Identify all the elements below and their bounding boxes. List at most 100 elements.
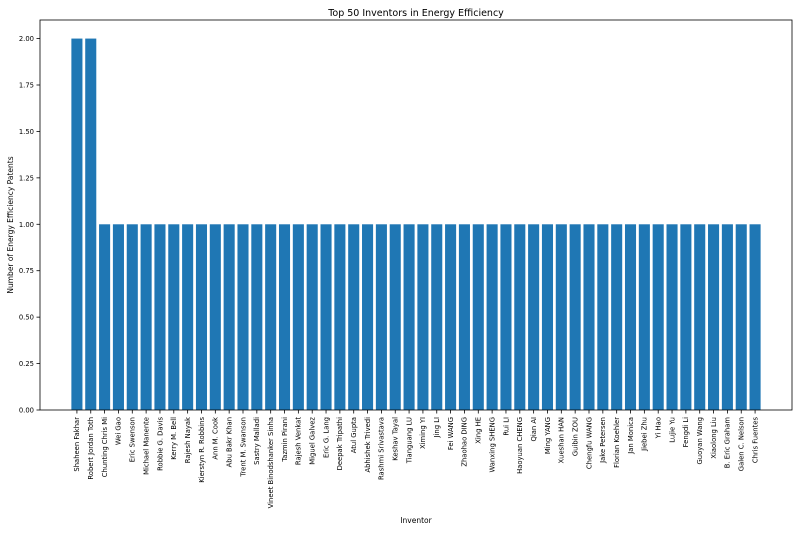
bar [736, 224, 747, 410]
x-tick-label: Jan Monica [627, 417, 635, 455]
bar [431, 224, 442, 410]
bar [722, 224, 733, 410]
y-tick-label: 0.50 [19, 314, 34, 322]
x-tick-label: Ming YANG [544, 417, 552, 454]
y-axis-label: Number of Energy Efficiency Patents [6, 156, 15, 293]
bar [708, 224, 719, 410]
x-tick-label: Rajesh Venkat [295, 417, 303, 465]
x-tick-label: Wei Gao [115, 417, 123, 445]
x-tick-label: Kerry M. Bell [170, 417, 178, 460]
x-tick-label: B. Eric Graham [724, 417, 732, 469]
bar [611, 224, 622, 410]
bar [224, 224, 235, 410]
bar [71, 39, 82, 410]
x-tick-label: Rui LI [502, 417, 510, 436]
bar [653, 224, 664, 410]
bar [404, 224, 415, 410]
y-tick-label: 0.00 [19, 407, 34, 415]
x-tick-label: Shaheen Fakhar [73, 417, 81, 472]
x-tick-label: Miguel Galvez [309, 417, 317, 465]
bar [127, 224, 138, 410]
bar [85, 39, 96, 410]
bars-group [71, 39, 760, 410]
x-tick-label: Xing HE [475, 417, 483, 444]
x-tick-label: Vineet Binodshanker Sinha [267, 417, 275, 508]
x-tick-label: Fengdi Li [682, 417, 690, 447]
bar [459, 224, 470, 410]
bar [680, 224, 691, 410]
chart-title: Top 50 Inventors in Energy Efficiency [327, 8, 504, 19]
bar [583, 224, 594, 410]
bar [293, 224, 304, 410]
y-axis: 0.000.250.500.751.001.251.501.752.00 [19, 35, 40, 414]
x-tick-label: Xiaolong Liu [710, 417, 718, 459]
x-tick-label: Wanxing SHENG [488, 417, 496, 473]
x-tick-label: Robert Jordan Toth [87, 417, 95, 480]
bar [390, 224, 401, 410]
bar [251, 224, 262, 410]
bar [597, 224, 608, 410]
x-tick-label: Zhaohao DING [461, 417, 469, 467]
x-tick-label: Kierstyn R. Robbins [198, 417, 206, 483]
bar [196, 224, 207, 410]
y-tick-label: 1.25 [19, 174, 34, 182]
bar [307, 224, 318, 410]
x-tick-label: Tazmin Pirani [281, 417, 289, 463]
bar [99, 224, 110, 410]
x-tick-label: Eric G. Lang [322, 417, 330, 458]
bar [694, 224, 705, 410]
bar [417, 224, 428, 410]
bar [154, 224, 165, 410]
x-tick-label: Rashmi Srivastava [378, 417, 386, 480]
x-tick-label: Tianguang LU [405, 417, 413, 464]
y-tick-label: 2.00 [19, 35, 34, 43]
x-tick-label: Fei WANG [447, 417, 455, 450]
x-tick-label: Michael Manente [142, 417, 150, 475]
x-tick-label: Trent M. Swanson [239, 417, 247, 478]
bar [542, 224, 553, 410]
bar [445, 224, 456, 410]
x-tick-label: Haoyuan CHENG [516, 417, 524, 474]
bar [639, 224, 650, 410]
x-tick-label: Lujie Yu [668, 417, 676, 443]
x-tick-label: Chunting Chris Mi [101, 417, 109, 477]
bar [500, 224, 511, 410]
bar [113, 224, 124, 410]
y-tick-label: 0.25 [19, 360, 34, 368]
x-tick-label: Rajesh Nayak [184, 417, 192, 463]
bar [376, 224, 387, 410]
y-tick-label: 1.50 [19, 128, 34, 136]
x-tick-label: Deepak Tripathi [336, 417, 344, 470]
bar [528, 224, 539, 410]
x-tick-label: Qian AI [530, 417, 538, 442]
x-tick-label: Chengfu WANG [585, 417, 593, 469]
bar [334, 224, 345, 410]
x-tick-label: Abhishek Trivedi [364, 417, 372, 473]
bar [473, 224, 484, 410]
x-tick-label: Chris Fuentes [751, 417, 759, 464]
y-tick-label: 1.75 [19, 82, 34, 90]
x-tick-label: Eric Swenson [129, 417, 137, 462]
bar [514, 224, 525, 410]
bar [279, 224, 290, 410]
bar [168, 224, 179, 410]
bar [750, 224, 761, 410]
x-tick-label: Guoyan Wang [696, 417, 704, 464]
bar [348, 224, 359, 410]
y-tick-label: 1.00 [19, 221, 34, 229]
x-tick-label: Ximing YI [419, 417, 427, 449]
bar [556, 224, 567, 410]
bar [570, 224, 581, 410]
bar [265, 224, 276, 410]
bar [321, 224, 332, 410]
x-tick-label: Xueshan HAN [558, 417, 566, 463]
x-tick-label: Sastry Malladi [253, 417, 261, 465]
x-tick-label: Keshav Tayal [392, 417, 400, 461]
bar [362, 224, 373, 410]
x-tick-label: Ann M. Cook [212, 417, 220, 460]
bar [182, 224, 193, 410]
x-tick-label: Atul Gupta [350, 417, 358, 453]
x-tick-label: Jing LI [433, 417, 441, 438]
bar [487, 224, 498, 410]
